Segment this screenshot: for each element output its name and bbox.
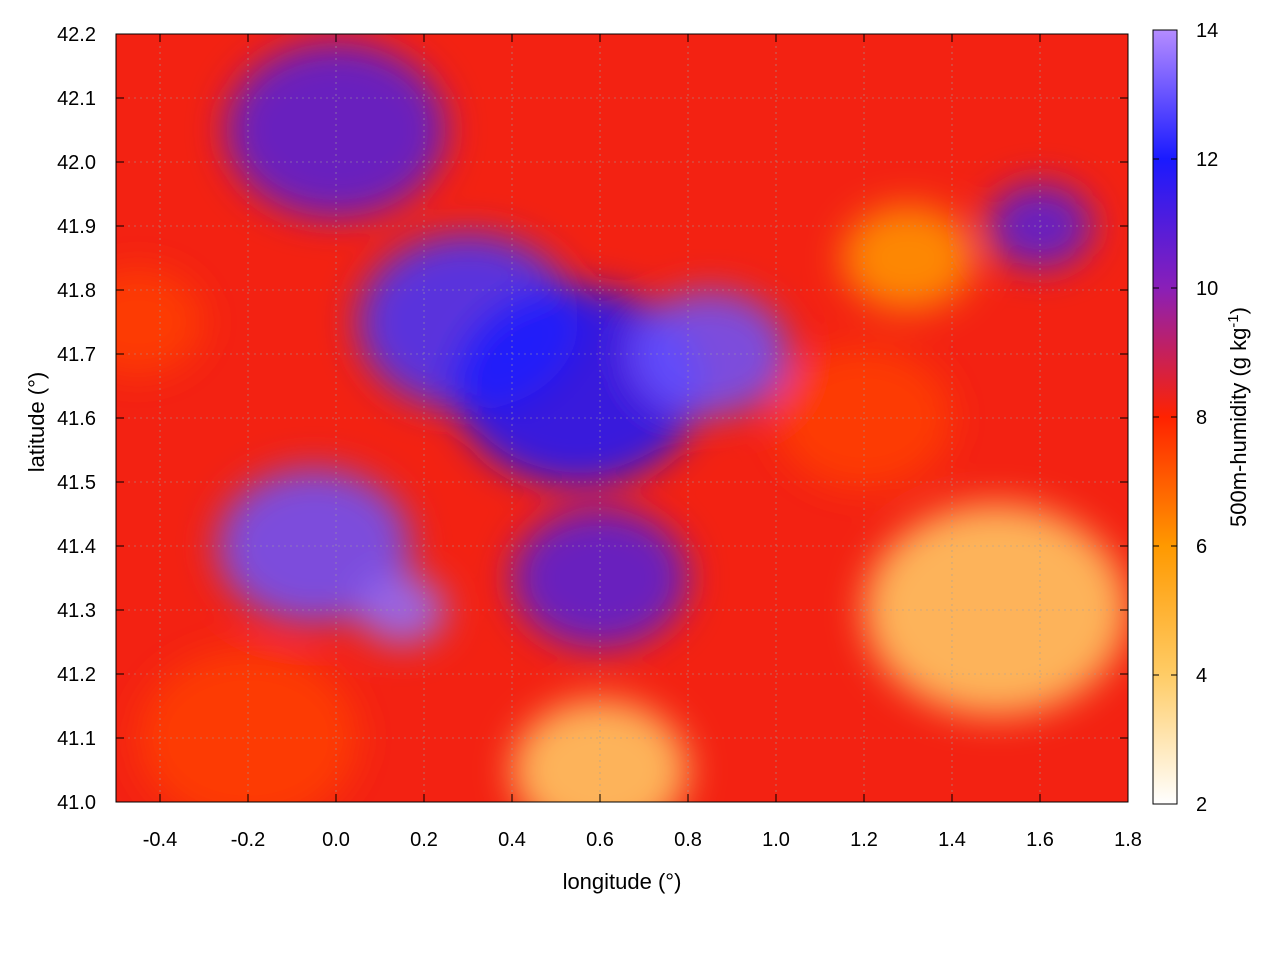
y-tick-label: 41.4 — [57, 536, 96, 558]
x-tick-label: 0.0 — [322, 829, 350, 851]
humidity-region — [864, 504, 1128, 716]
colorbar-tick-label: 8 — [1196, 407, 1207, 429]
colorbar-tick-label: 2 — [1196, 794, 1207, 816]
y-tick-label: 41.9 — [57, 216, 96, 238]
humidity-region — [512, 507, 688, 649]
humidity-field — [116, 42, 1128, 802]
y-tick-label: 41.2 — [57, 664, 96, 686]
x-tick-label: 0.6 — [586, 829, 614, 851]
x-axis-title: longitude (°) — [563, 869, 682, 894]
y-tick-label: 41.6 — [57, 408, 96, 430]
humidity-region — [358, 574, 446, 646]
y-tick-label: 42.2 — [57, 24, 96, 46]
colorbar-tick-label: 4 — [1196, 665, 1207, 687]
y-tick-label: 42.1 — [57, 88, 96, 110]
y-tick-label: 41.0 — [57, 792, 96, 814]
humidity-region — [138, 650, 358, 802]
y-tick-label: 41.8 — [57, 280, 96, 302]
grid — [116, 33, 1129, 803]
colorbar-ticks: 2 4 6 8 10 12 14 — [1153, 20, 1218, 816]
y-axis-title: latitude (°) — [24, 372, 49, 473]
y-tick-label: 41.1 — [57, 728, 96, 750]
x-tick-label: 0.2 — [410, 829, 438, 851]
y-tick-label: 41.5 — [57, 472, 96, 494]
y-tick-label: 41.3 — [57, 600, 96, 622]
colorbar-title: 500m-humidity (g kg-1) — [1225, 307, 1251, 527]
colorbar-tick-label: 6 — [1196, 536, 1207, 558]
x-tick-label: 1.4 — [938, 829, 966, 851]
x-tick-label: 1.8 — [1114, 829, 1142, 851]
y-tick-label: 42.0 — [57, 152, 96, 174]
x-tick-label: 1.0 — [762, 829, 790, 851]
x-tick-label: -0.4 — [143, 829, 177, 851]
x-tick-label: 1.6 — [1026, 829, 1054, 851]
x-tick-label: 1.2 — [850, 829, 878, 851]
colorbar-tick-label: 14 — [1196, 20, 1218, 42]
y-tick-label: 41.7 — [57, 344, 96, 366]
axis-ticks: -0.4 -0.2 0.0 0.2 0.4 0.6 0.8 1.0 1.2 1.4 1.6 1.8 41… — [57, 24, 1142, 851]
x-tick-label: 0.4 — [498, 829, 526, 851]
humidity-region — [512, 699, 688, 802]
x-tick-label: 0.8 — [674, 829, 702, 851]
x-tick-label: -0.2 — [231, 829, 265, 851]
humidity-region — [842, 205, 974, 311]
colorbar-tick-label: 12 — [1196, 149, 1218, 171]
colorbar-tick-label: 10 — [1196, 278, 1218, 300]
